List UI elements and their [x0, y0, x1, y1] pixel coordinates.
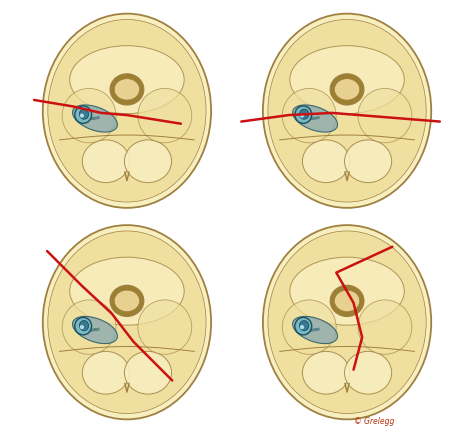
Ellipse shape [43, 14, 211, 208]
Ellipse shape [138, 88, 192, 143]
Ellipse shape [79, 320, 89, 331]
Ellipse shape [79, 109, 89, 119]
Ellipse shape [73, 105, 118, 132]
Ellipse shape [290, 46, 404, 114]
Ellipse shape [335, 290, 360, 312]
Ellipse shape [345, 351, 392, 394]
Ellipse shape [82, 140, 129, 183]
Ellipse shape [62, 88, 116, 143]
Ellipse shape [302, 351, 350, 394]
Ellipse shape [295, 106, 312, 123]
Ellipse shape [70, 46, 184, 114]
Ellipse shape [80, 113, 84, 118]
Ellipse shape [263, 225, 431, 419]
Ellipse shape [114, 290, 139, 312]
Ellipse shape [358, 88, 412, 143]
Ellipse shape [295, 317, 312, 335]
Ellipse shape [110, 285, 144, 317]
Ellipse shape [124, 140, 172, 183]
Ellipse shape [300, 320, 309, 331]
Ellipse shape [330, 285, 364, 317]
Ellipse shape [358, 300, 412, 354]
Ellipse shape [300, 109, 309, 119]
Ellipse shape [300, 113, 304, 118]
Ellipse shape [82, 351, 129, 394]
Ellipse shape [138, 300, 192, 354]
Ellipse shape [73, 317, 118, 344]
Ellipse shape [75, 317, 91, 335]
Ellipse shape [290, 257, 404, 325]
Ellipse shape [302, 140, 350, 183]
Ellipse shape [80, 325, 84, 329]
Ellipse shape [263, 14, 431, 208]
Ellipse shape [70, 257, 184, 325]
Ellipse shape [282, 300, 336, 354]
Ellipse shape [282, 88, 336, 143]
Ellipse shape [48, 231, 206, 414]
Text: © Grelegg: © Grelegg [354, 417, 394, 426]
Ellipse shape [292, 317, 337, 344]
Ellipse shape [300, 325, 304, 329]
Ellipse shape [268, 19, 426, 202]
Ellipse shape [124, 351, 172, 394]
Ellipse shape [292, 105, 337, 132]
Ellipse shape [48, 19, 206, 202]
Ellipse shape [75, 106, 91, 123]
Ellipse shape [268, 231, 426, 414]
Ellipse shape [335, 79, 360, 100]
Ellipse shape [330, 74, 364, 105]
Ellipse shape [345, 140, 392, 183]
Ellipse shape [43, 225, 211, 419]
Ellipse shape [114, 79, 139, 100]
Ellipse shape [62, 300, 116, 354]
Ellipse shape [110, 74, 144, 105]
